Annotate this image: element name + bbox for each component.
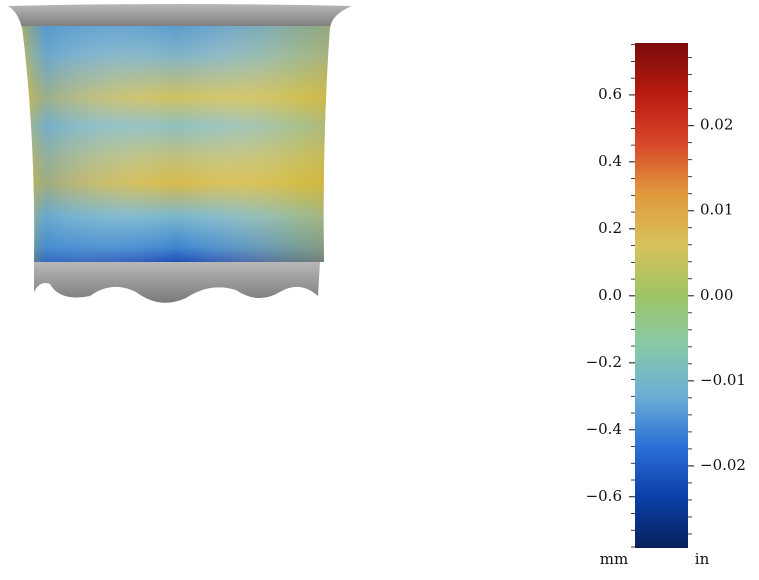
bottom-rim <box>34 262 320 303</box>
y-tick-label: −0.2 <box>586 353 622 371</box>
y-tick-label: 0.2 <box>598 219 622 237</box>
y2-tick-label: −0.02 <box>700 456 746 474</box>
y-tick-label: 0.0 <box>598 286 622 304</box>
surface-shade <box>22 26 330 264</box>
y-tick-label: −0.6 <box>586 487 622 505</box>
y-tick-label: 0.6 <box>598 85 622 103</box>
y2-tick-label: −0.01 <box>700 371 746 389</box>
y-tick-label: −0.4 <box>586 420 622 438</box>
y-tick-label: 0.4 <box>598 152 622 170</box>
top-rim <box>8 4 352 28</box>
left-unit: mm <box>600 550 628 568</box>
colorbar <box>635 43 688 548</box>
scan-render <box>8 4 352 303</box>
y2-tick-label: 0.01 <box>700 201 733 219</box>
right-unit: in <box>695 550 710 568</box>
y2-tick-label: 0.02 <box>700 116 733 134</box>
y2-tick-label: 0.00 <box>700 286 733 304</box>
